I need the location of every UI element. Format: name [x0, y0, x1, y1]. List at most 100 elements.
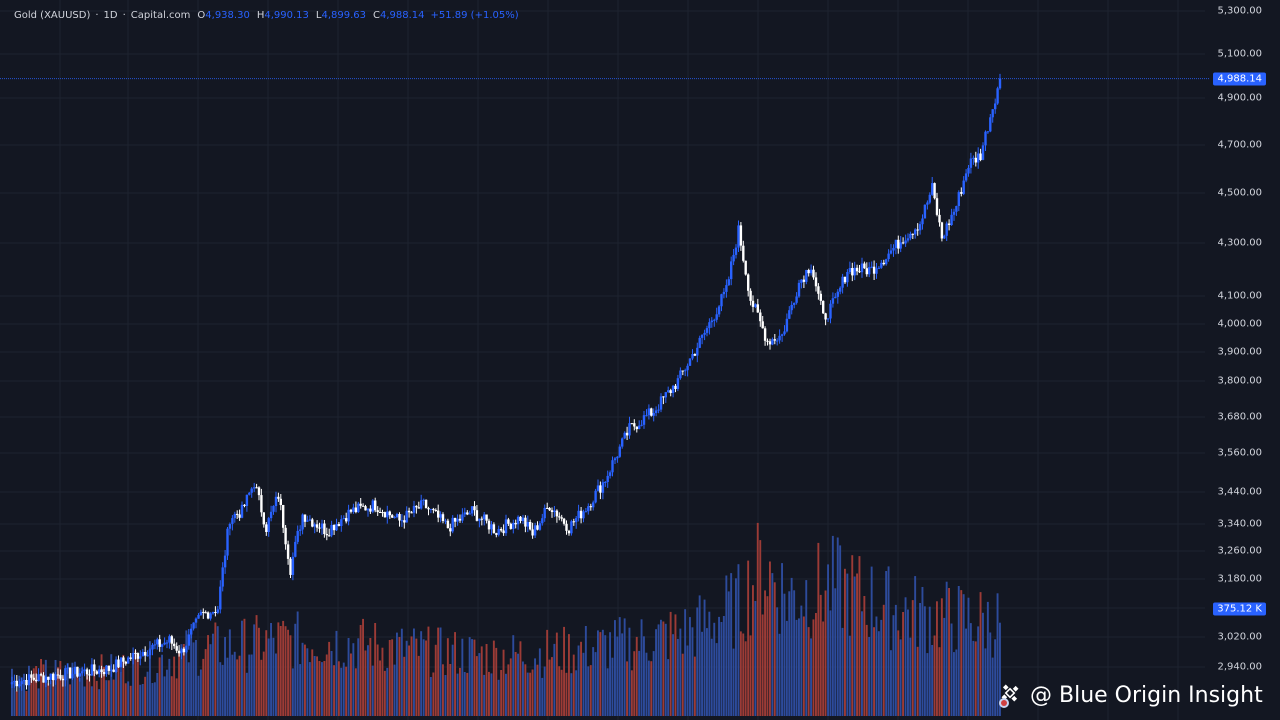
candle-body: [977, 153, 980, 163]
candle-body: [589, 506, 592, 508]
volume-bar: [628, 627, 631, 716]
volume-bar: [422, 639, 425, 716]
volume-bar: [977, 626, 980, 716]
candle-body: [674, 385, 677, 389]
candle-body: [206, 612, 210, 619]
volume-bar: [141, 684, 144, 716]
volume-bar: [529, 672, 532, 716]
volume-bar: [587, 666, 590, 716]
candle-body: [642, 415, 646, 425]
volume-bar: [681, 653, 684, 716]
price-axis-tick: 3,800.00: [1217, 375, 1262, 387]
volume-bar: [434, 644, 437, 716]
volume-bar: [543, 666, 546, 716]
candle-body: [231, 518, 234, 524]
candle-body: [221, 567, 224, 587]
candle-body: [306, 520, 309, 522]
candle-body: [214, 612, 217, 613]
candle-body: [923, 204, 927, 219]
candle-body: [400, 520, 404, 522]
volume-bar: [289, 635, 292, 716]
candle-body: [483, 514, 486, 520]
candle-body: [795, 296, 798, 303]
candle-body: [700, 334, 704, 338]
candle-body: [269, 511, 273, 519]
candle-body: [485, 514, 488, 521]
open-value: 4,938.30: [205, 10, 250, 21]
candle-body: [114, 659, 118, 672]
candle-body: [407, 510, 411, 513]
candle-body: [531, 529, 534, 536]
volume-bar: [580, 641, 582, 716]
candle-body: [415, 505, 418, 508]
volume-bar: [657, 624, 660, 716]
volume-bar: [488, 671, 490, 716]
volume-bar: [120, 672, 122, 716]
candle-body: [780, 334, 784, 336]
candle-body: [846, 272, 849, 283]
volume-bar: [899, 639, 902, 716]
candle-body: [318, 527, 321, 529]
volume-bar: [626, 661, 628, 716]
candle-body: [260, 495, 263, 513]
volume-bar: [800, 605, 803, 716]
candle-body: [710, 320, 713, 323]
volume-bar: [667, 659, 670, 716]
volume-bar: [584, 626, 587, 716]
volume-bar: [202, 658, 205, 716]
volume-bar: [819, 594, 822, 716]
candle-body: [981, 145, 985, 160]
candle-body: [262, 512, 265, 525]
volume-bar: [30, 677, 33, 716]
volume-bar: [921, 587, 924, 716]
candle-body: [25, 680, 28, 686]
volume-bar: [197, 675, 200, 716]
volume-bar: [272, 637, 275, 716]
symbol-label[interactable]: Gold (XAUUSD): [14, 10, 91, 21]
volume-bar: [408, 645, 410, 716]
volume-bar: [233, 651, 236, 716]
candle-body: [584, 511, 588, 513]
candle-body: [613, 458, 617, 461]
volume-bar: [456, 673, 459, 716]
candle-body: [332, 525, 336, 531]
volume-bar: [940, 598, 943, 716]
candle-body: [37, 674, 40, 682]
volume-bar: [28, 665, 30, 716]
volume-bar: [555, 632, 558, 716]
candle-body: [313, 524, 316, 527]
volume-bar: [124, 683, 127, 716]
candle-body: [604, 482, 607, 483]
candle-body: [737, 225, 740, 248]
volume-bar: [790, 577, 793, 716]
candle-body: [364, 506, 367, 511]
volume-bar: [379, 660, 381, 716]
interval-label[interactable]: 1D: [103, 10, 118, 21]
candle-body: [616, 456, 619, 459]
volume-bar: [931, 645, 934, 716]
volume-bar: [623, 618, 626, 716]
volume-bar: [362, 618, 364, 716]
candle-body: [686, 365, 689, 371]
candle-body: [870, 266, 873, 268]
volume-bar: [301, 642, 304, 716]
volume-bar: [831, 535, 834, 716]
volume-bar: [907, 609, 909, 716]
candle-body: [265, 524, 268, 532]
candle-body: [395, 514, 399, 518]
volume-bar: [856, 573, 858, 716]
candle-body: [570, 521, 573, 534]
candle-body: [289, 558, 292, 575]
volume-bar: [640, 619, 643, 716]
candle-body: [950, 214, 953, 225]
volume-bar: [945, 581, 948, 716]
candle-body: [311, 519, 314, 527]
volume-bar: [710, 638, 713, 716]
volume-bar: [490, 673, 493, 716]
volume-bar: [461, 638, 464, 716]
volume-bar: [606, 668, 609, 716]
volume-bar: [962, 594, 965, 716]
volume-bar: [754, 601, 757, 716]
